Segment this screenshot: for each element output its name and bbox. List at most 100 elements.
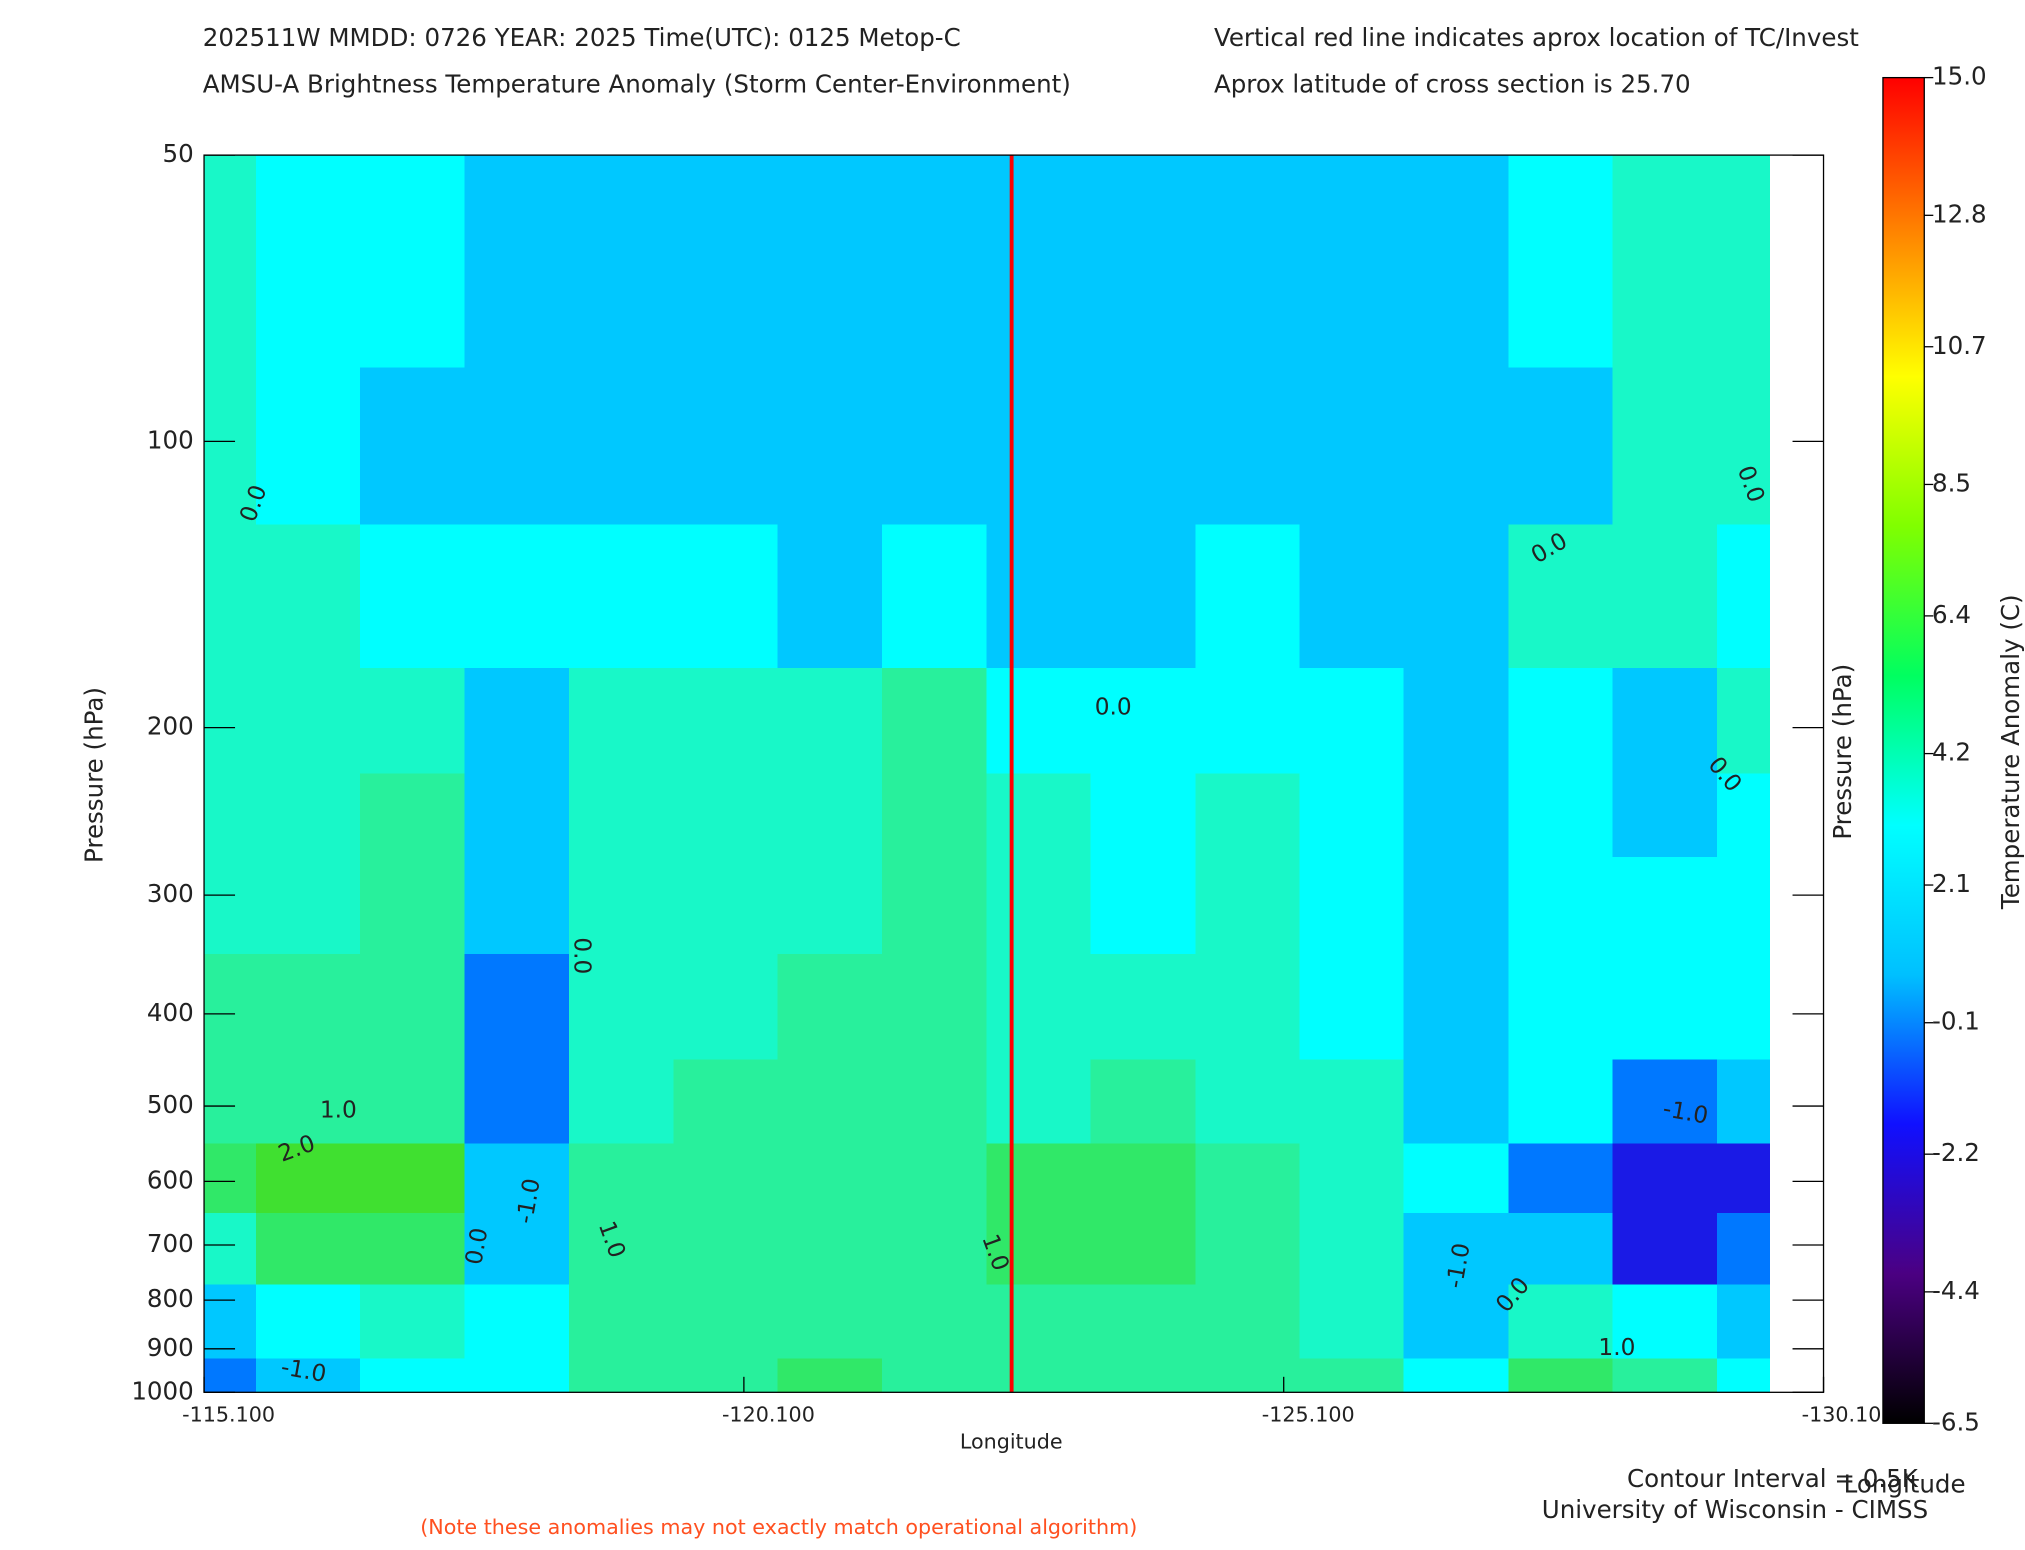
contour-label: 0.0 — [569, 937, 596, 974]
field-cell — [986, 857, 1092, 955]
field-cell — [1299, 857, 1405, 955]
field-cell — [464, 773, 570, 858]
field-cell — [1195, 773, 1301, 858]
field-cell — [1090, 1284, 1197, 1360]
field-cell — [1612, 1284, 1718, 1360]
field-cell — [1403, 1143, 1510, 1214]
y-tick-label: 500 — [147, 1090, 194, 1119]
field-cell — [569, 1143, 675, 1214]
field-cell — [673, 524, 779, 669]
field-cell — [256, 1212, 361, 1286]
field — [203, 154, 1770, 1393]
field-cell — [1299, 667, 1405, 775]
field-cell — [1716, 954, 1770, 1061]
field-cell — [1090, 773, 1197, 858]
field-cell — [1299, 224, 1405, 369]
field-cell — [673, 773, 779, 858]
field-cell — [1612, 367, 1718, 526]
field-cell — [1612, 1358, 1718, 1393]
field-cell — [882, 1358, 988, 1393]
field-cell — [256, 954, 361, 1061]
field-cell — [1716, 1212, 1770, 1286]
field-cell — [1716, 224, 1770, 369]
field-cell — [777, 367, 884, 526]
field-cell — [1299, 1358, 1405, 1393]
field-cell — [882, 1212, 988, 1286]
field-cell — [1716, 1143, 1770, 1214]
field-cell — [1195, 1059, 1301, 1145]
field-cell — [1508, 667, 1614, 775]
field-cell — [777, 667, 884, 775]
field-cell — [882, 1059, 988, 1145]
field-cell — [1403, 1284, 1510, 1360]
field-cell — [1508, 1358, 1614, 1393]
x-axis-label: Longitude — [960, 1430, 1063, 1454]
field-cell — [360, 773, 466, 858]
field-cell — [203, 857, 257, 955]
field-cell — [986, 667, 1092, 775]
field-cell — [1403, 773, 1510, 858]
field-cell — [1612, 773, 1718, 858]
field-cell — [464, 1284, 570, 1360]
y-tick-label: 300 — [147, 879, 194, 908]
field-cell — [1090, 224, 1197, 369]
field-cell — [1716, 857, 1770, 955]
field-cell — [1612, 954, 1718, 1061]
y-tick-label: 400 — [147, 998, 194, 1027]
colorbar-tick-label: 12.8 — [1932, 199, 1987, 228]
field-cell — [360, 224, 466, 369]
field-cell — [1508, 367, 1614, 526]
field-cell — [1403, 857, 1510, 955]
field-cell — [777, 224, 884, 369]
field-cell — [777, 857, 884, 955]
field-cell — [1299, 154, 1405, 225]
field-cell — [1195, 1284, 1301, 1360]
chart-subtitle: AMSU-A Brightness Temperature Anomaly (S… — [203, 69, 1071, 98]
field-cell — [673, 857, 779, 955]
field-cell — [1403, 667, 1510, 775]
field-cell — [673, 1143, 779, 1214]
field-cell — [986, 1143, 1092, 1214]
field-cell — [1195, 857, 1301, 955]
field-cell — [569, 1059, 675, 1145]
field-cell — [882, 1143, 988, 1214]
field-cell — [256, 667, 361, 775]
field-cell — [1090, 1143, 1197, 1214]
field-cell — [1508, 954, 1614, 1061]
field-cell — [882, 667, 988, 775]
field-cell — [569, 954, 675, 1061]
field-cell — [464, 1143, 570, 1214]
field-cell — [1403, 1059, 1510, 1145]
field-cell — [569, 367, 675, 526]
field-cell — [569, 524, 675, 669]
field-cell — [673, 154, 779, 225]
x-tick-label: -120.100 — [722, 1403, 815, 1427]
field-cell — [1716, 154, 1770, 225]
field-cell — [1508, 1143, 1614, 1214]
field-cell — [360, 667, 466, 775]
field-cell — [1299, 524, 1405, 669]
colorbar-tick-label: -4.4 — [1932, 1276, 1980, 1305]
field-cell — [1612, 1059, 1718, 1145]
field-cell — [1612, 154, 1718, 225]
field-cell — [1299, 1212, 1405, 1286]
field-cell — [1195, 524, 1301, 669]
field-cell — [1612, 1212, 1718, 1286]
y2-axis-label: Pressure (hPa) — [1828, 664, 1857, 840]
field-cell — [986, 154, 1092, 225]
field-cell — [569, 1212, 675, 1286]
footnote: (Note these anomalies may not exactly ma… — [420, 1515, 1137, 1539]
field-cell — [203, 1143, 257, 1214]
field-cell — [1090, 154, 1197, 225]
field-cell — [882, 857, 988, 955]
field-cell — [1090, 367, 1197, 526]
field-cell — [986, 954, 1092, 1061]
field-cell — [1403, 954, 1510, 1061]
field-cell — [569, 667, 675, 775]
y-tick-label: 600 — [147, 1165, 194, 1194]
field-cell — [1090, 667, 1197, 775]
field-cell — [203, 224, 257, 369]
field-cell — [1716, 1284, 1770, 1360]
field-cell — [1090, 524, 1197, 669]
